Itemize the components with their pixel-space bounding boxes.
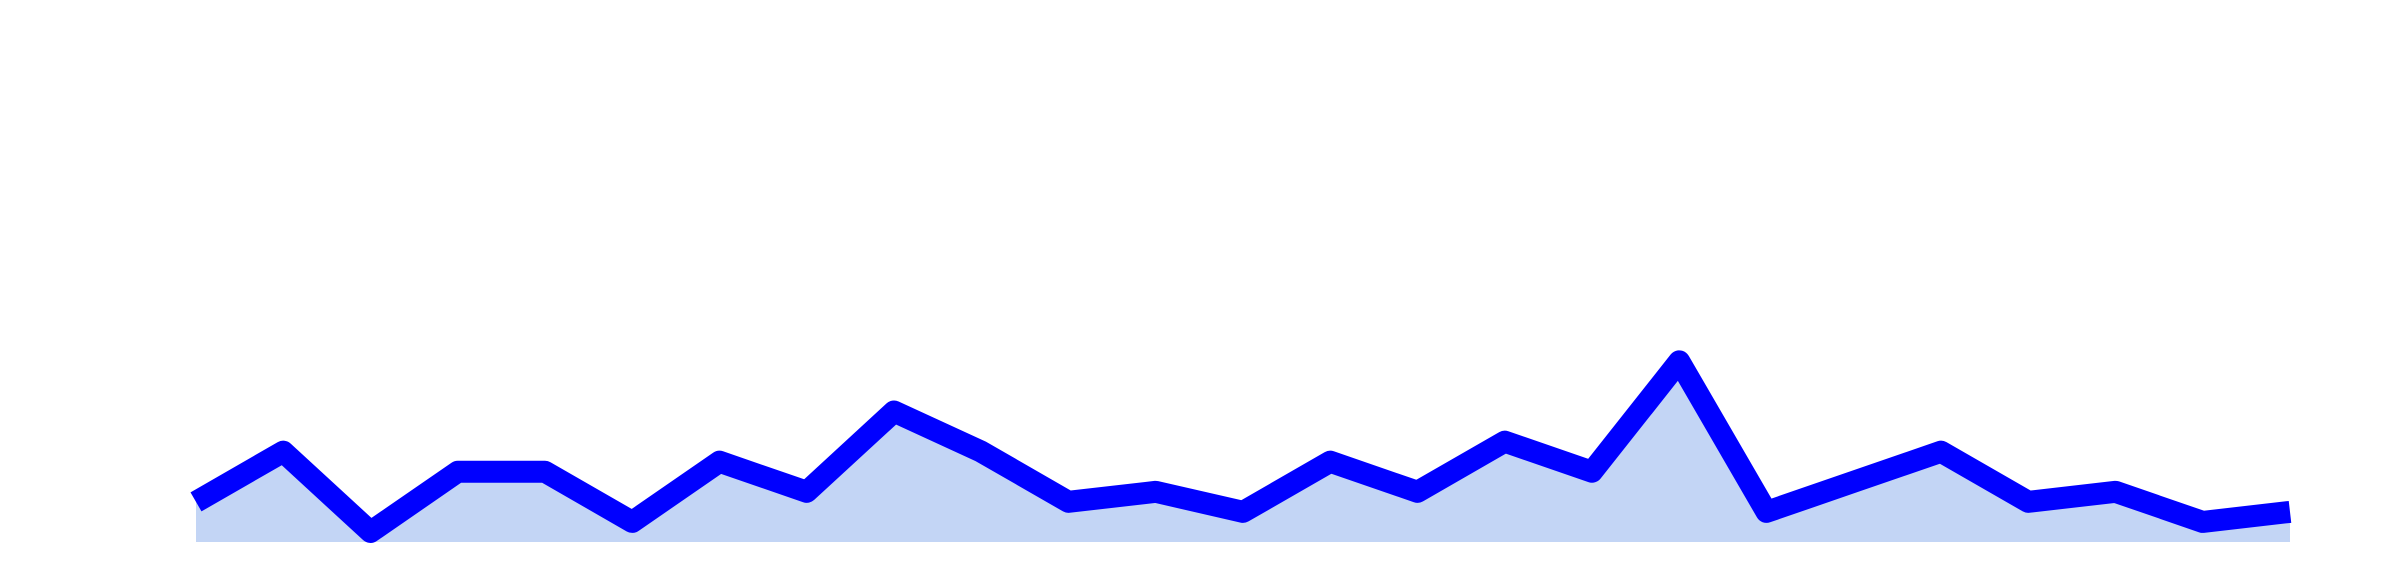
series-line-layer	[190, 350, 2292, 543]
area-fill-layer	[196, 361, 2290, 542]
series-line	[190, 350, 2292, 543]
series-area	[196, 361, 2290, 542]
